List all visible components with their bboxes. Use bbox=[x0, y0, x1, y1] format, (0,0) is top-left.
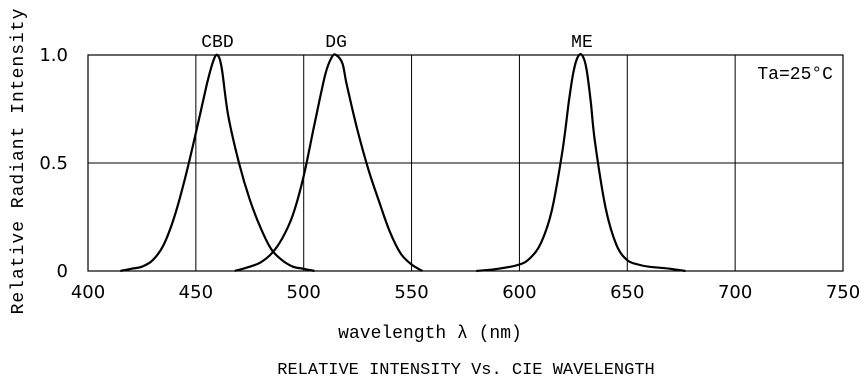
x-axis-label: wavelength λ (nm) bbox=[338, 324, 522, 344]
x-tick-labels: 400 450 500 550 600 650 700 750 bbox=[71, 282, 860, 303]
series-line-dg bbox=[234, 53, 423, 273]
x-tick-label-750: 750 bbox=[826, 282, 860, 303]
y-axis-label: Relative Radiant Intensity bbox=[9, 8, 29, 315]
temperature-annotation: Ta=25°C bbox=[757, 65, 833, 85]
series-line-cbd bbox=[120, 53, 315, 273]
y-tick-label-1: 0.5 bbox=[39, 153, 68, 174]
series-labels: CBD DG ME bbox=[201, 33, 593, 53]
x-tick-label-400: 400 bbox=[71, 282, 105, 303]
x-tick-label-600: 600 bbox=[502, 282, 536, 303]
grid bbox=[88, 55, 843, 271]
x-tick-label-450: 450 bbox=[179, 282, 213, 303]
plot-frame bbox=[87, 54, 844, 272]
x-tick-label-700: 700 bbox=[718, 282, 752, 303]
series-label-me: ME bbox=[571, 33, 593, 53]
y-tick-label-2: 1.0 bbox=[39, 45, 68, 66]
x-tick-label-650: 650 bbox=[610, 282, 644, 303]
chart-title: RELATIVE INTENSITY Vs. CIE WAVELENGTH bbox=[277, 361, 654, 380]
y-tick-label-0: 0 bbox=[57, 261, 68, 282]
series-lines bbox=[120, 53, 686, 273]
series-line-me bbox=[476, 53, 686, 273]
x-tick-label-550: 550 bbox=[394, 282, 428, 303]
series-label-dg: DG bbox=[325, 33, 347, 53]
x-tick-label-500: 500 bbox=[287, 282, 321, 303]
series-label-cbd: CBD bbox=[201, 33, 233, 53]
y-tick-labels: 0 0.5 1.0 bbox=[39, 45, 68, 282]
